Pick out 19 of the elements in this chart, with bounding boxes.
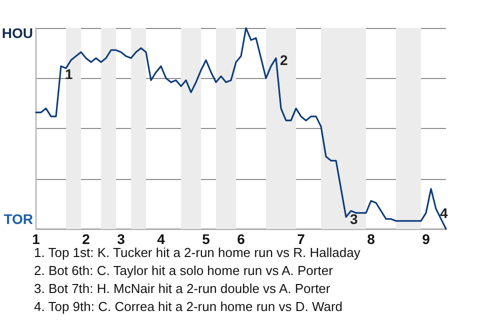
x-tick-label: 8 xyxy=(367,231,376,247)
annotation: 3 xyxy=(350,210,358,227)
text: TOR xyxy=(4,211,34,227)
x-tick-label: 7 xyxy=(297,231,306,247)
text: 2. Bot 6th: C. Taylor hit a solo home run vs A. Porter xyxy=(34,263,334,278)
annotation: 2 xyxy=(280,52,288,68)
x-tick-label: 5 xyxy=(202,231,210,247)
x-tick-label: 2 xyxy=(82,231,90,247)
text: 4. Top 9th: C. Correa hit a 2-run home run vs D. Ward xyxy=(34,299,343,314)
x-tick-label: 6 xyxy=(237,231,246,247)
x-tick-label: 1 xyxy=(32,231,40,247)
x-tick-label: 3 xyxy=(117,231,126,247)
annotation: 4 xyxy=(440,204,448,221)
x-tick-label: 9 xyxy=(422,231,430,247)
text: HOU xyxy=(2,25,34,41)
text: 3. Bot 7th: H. McNair hit a 2-run double vs A. Porter xyxy=(34,281,331,296)
x-tick-label: 4 xyxy=(157,231,166,247)
annotation: 1 xyxy=(65,66,73,82)
text: 1. Top 1st: K. Tucker hit a 2-run home run vs R. Halladay xyxy=(34,245,361,260)
